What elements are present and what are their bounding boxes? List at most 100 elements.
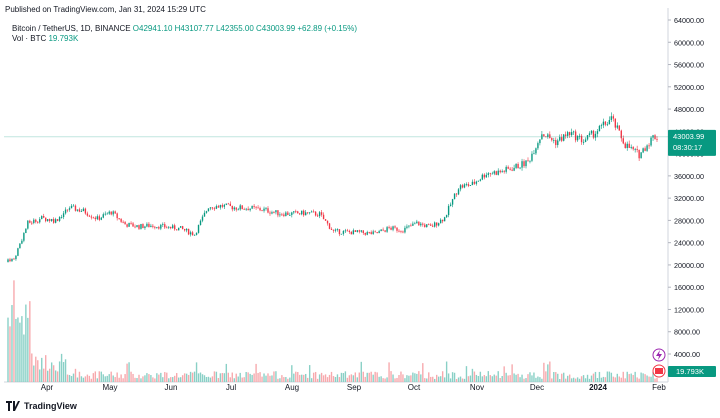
- candle-body: [561, 137, 563, 141]
- volume-bar: [295, 371, 297, 382]
- candle-body: [179, 226, 182, 228]
- volume-bar: [511, 364, 513, 382]
- candle-body: [553, 140, 555, 141]
- volume-bar: [112, 375, 114, 382]
- candle-body: [396, 227, 398, 231]
- volume-bar: [384, 378, 386, 382]
- candle-body: [362, 230, 364, 233]
- candle-body: [380, 229, 382, 232]
- candle-body: [420, 223, 422, 226]
- volume-bar: [326, 377, 329, 382]
- candle-body: [437, 223, 440, 226]
- volume-bar: [402, 374, 404, 382]
- candle-body: [358, 230, 360, 232]
- volume-label[interactable]: Vol · BTC: [12, 34, 47, 43]
- volume-bar: [179, 377, 182, 382]
- candle-body: [213, 208, 216, 210]
- footer-brand[interactable]: TradingView: [24, 401, 77, 411]
- volume-bar: [574, 378, 577, 382]
- candle-body: [455, 193, 458, 195]
- y-tick-label: 36000.00: [674, 172, 704, 181]
- volume-bar: [265, 375, 267, 382]
- volume-bar: [652, 372, 654, 382]
- volume-bar: [245, 372, 247, 382]
- candle-body: [624, 143, 626, 149]
- volume-bar: [376, 372, 378, 382]
- volume-bar: [328, 374, 331, 382]
- candle-body: [326, 220, 329, 224]
- volume-bar: [531, 375, 533, 382]
- candle-body: [620, 130, 622, 139]
- candle-body: [245, 208, 247, 210]
- candle-body: [436, 222, 438, 226]
- candle-body: [479, 179, 482, 181]
- volume-bar: [257, 372, 259, 382]
- candle-body: [142, 224, 144, 229]
- volume-bar: [420, 374, 422, 382]
- candle-body: [249, 208, 251, 211]
- candle-body: [189, 232, 192, 235]
- volume-bar: [148, 374, 150, 382]
- volume-bar: [632, 374, 634, 382]
- volume-bar: [45, 355, 47, 382]
- candle-body: [652, 135, 654, 138]
- volume-bar: [580, 376, 583, 382]
- candle-body: [112, 211, 114, 215]
- volume-tag-value: 19.793K: [676, 367, 704, 376]
- candle-body: [604, 121, 607, 125]
- candle-body: [539, 139, 541, 144]
- volume-bar: [86, 374, 89, 382]
- candle-body: [398, 230, 400, 232]
- volume-bar: [561, 373, 563, 382]
- volume-bar: [449, 378, 452, 382]
- candle-body: [114, 211, 116, 214]
- candle-body: [19, 243, 21, 249]
- volume-legend: Vol · BTC 19.793K: [12, 34, 78, 44]
- volume-bar: [289, 377, 291, 382]
- candle-body: [289, 214, 291, 216]
- volume-bar: [275, 371, 277, 382]
- volume-bar: [130, 371, 132, 382]
- candle-body: [277, 210, 279, 216]
- volume-bar: [247, 372, 249, 382]
- candle-body: [372, 231, 374, 235]
- volume-bar: [604, 377, 607, 382]
- x-tick-label: Apr: [41, 383, 54, 392]
- candle-body: [404, 227, 406, 233]
- volume-bar: [9, 326, 11, 382]
- volume-bar: [586, 374, 589, 382]
- volume-bar: [281, 375, 283, 382]
- candle-body: [606, 124, 609, 126]
- symbol-name[interactable]: Bitcoin / TetherUS, 1D, BINANCE: [12, 24, 131, 33]
- candle-body: [86, 213, 89, 216]
- candle-body: [481, 174, 484, 180]
- volume-bar: [600, 377, 603, 382]
- candle-body: [586, 135, 589, 140]
- candle-body: [46, 219, 49, 222]
- candle-body: [557, 140, 559, 146]
- volume-bar: [590, 375, 593, 382]
- y-tick-label: 8000.00: [674, 328, 700, 337]
- x-tick-label: Sep: [347, 383, 362, 392]
- candle-body: [70, 205, 73, 209]
- candle-body: [521, 161, 523, 168]
- volume-bar: [559, 378, 561, 382]
- volume-bar: [90, 378, 93, 382]
- candle-body: [600, 125, 603, 127]
- volume-bar: [33, 365, 35, 382]
- volume-bar: [487, 371, 489, 382]
- volume-bar: [537, 376, 539, 382]
- volume-bar: [76, 377, 79, 382]
- volume-bar: [529, 372, 531, 382]
- candle-body: [414, 223, 416, 225]
- candle-body: [166, 227, 168, 229]
- volume-bar: [519, 377, 521, 382]
- volume-bar: [7, 317, 9, 382]
- candle-body: [344, 230, 347, 232]
- candle-body: [501, 171, 503, 173]
- volume-bar: [330, 371, 333, 382]
- candle-body: [471, 181, 474, 186]
- candle-body: [610, 116, 613, 121]
- candle-body: [154, 226, 156, 228]
